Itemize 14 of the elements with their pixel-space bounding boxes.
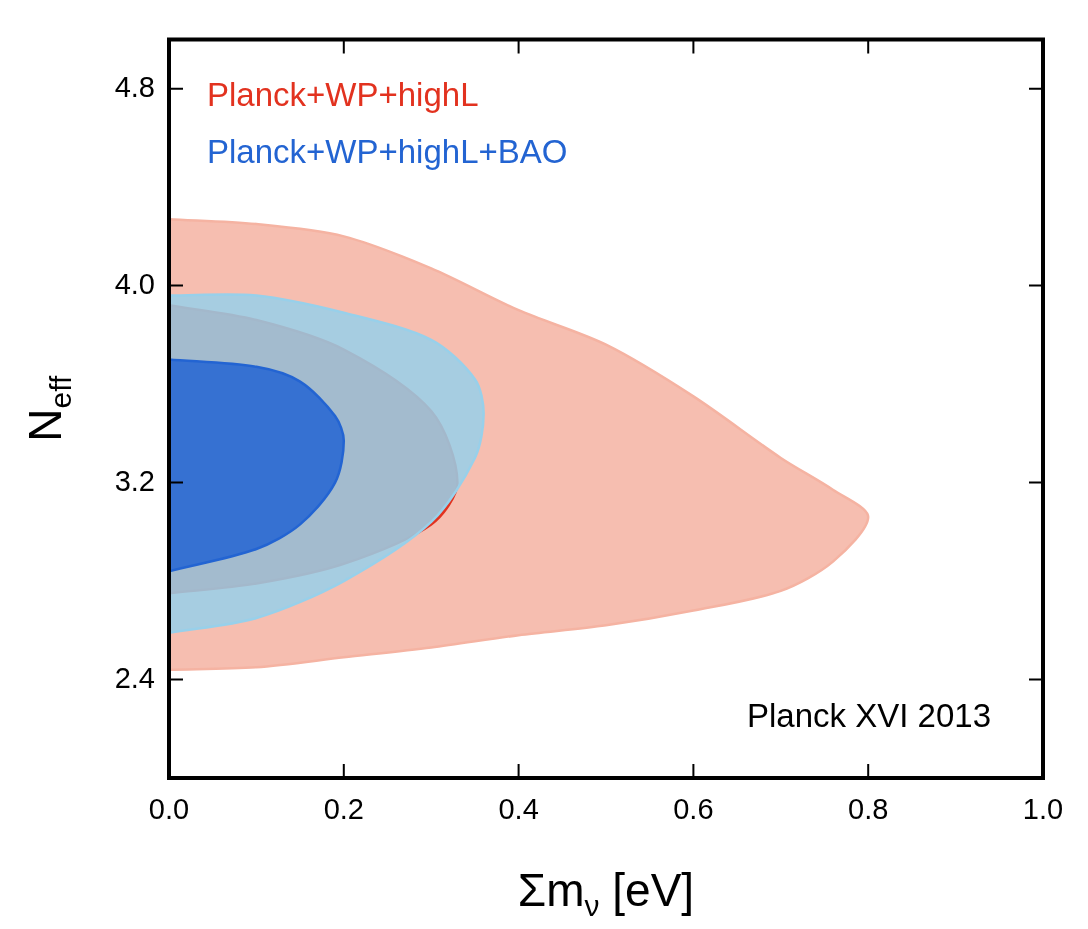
annotation: Planck XVI 2013 <box>747 697 991 735</box>
y-tick-label: 3.2 <box>114 464 155 497</box>
y-axis-title: Neff <box>19 375 78 442</box>
x-tick-label: 0.6 <box>673 793 714 826</box>
x-tick-label: 1.0 <box>1022 793 1064 826</box>
x-tick-label: 0.2 <box>323 793 364 826</box>
x-tick-label: 0.0 <box>148 793 190 826</box>
y-tick-label: 4.0 <box>114 267 155 300</box>
x-tick-label: 0.4 <box>498 793 539 826</box>
y-tick-label: 4.8 <box>114 70 155 103</box>
text: Planck+WP+highL <box>207 76 479 114</box>
x-tick-label: 0.8 <box>848 793 889 826</box>
text: Planck+WP+highL+BAO <box>207 133 568 171</box>
y-tick-label: 2.4 <box>114 661 155 694</box>
